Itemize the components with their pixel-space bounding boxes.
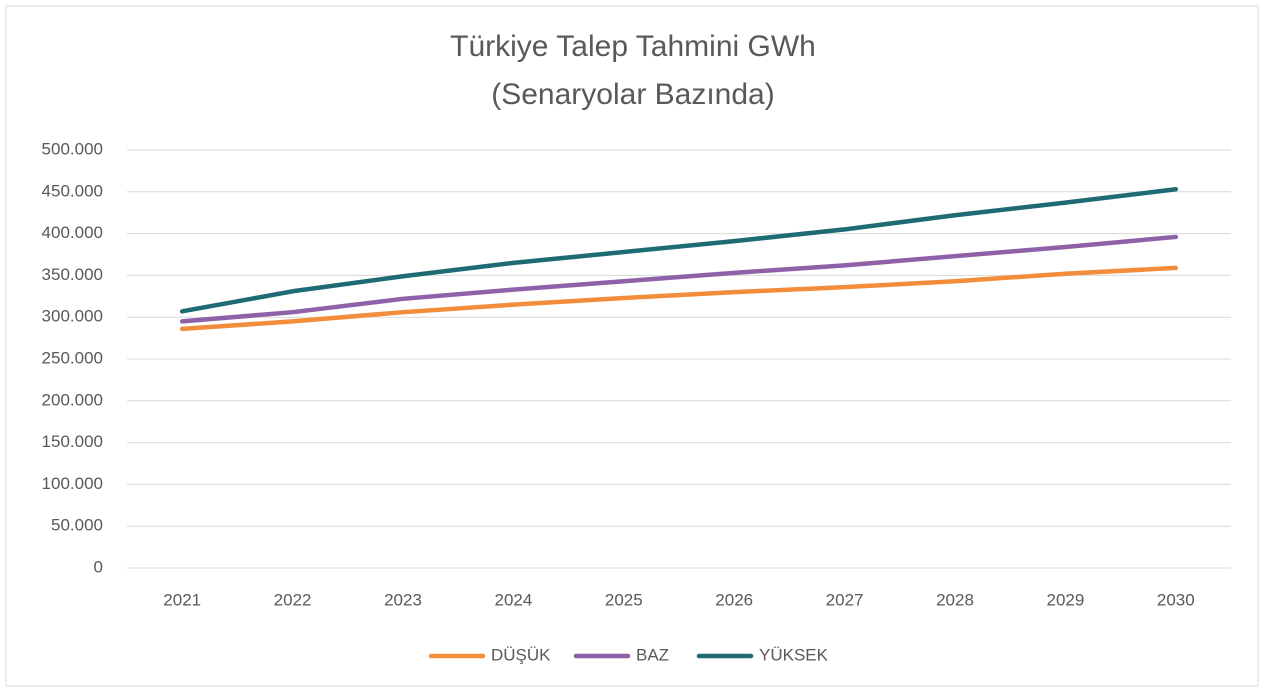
y-tick-label: 150.000 bbox=[42, 432, 103, 451]
y-tick-label: 450.000 bbox=[42, 181, 103, 200]
y-tick-label: 0 bbox=[94, 557, 103, 576]
y-tick-label: 100.000 bbox=[42, 474, 103, 493]
y-tick-label: 50.000 bbox=[51, 516, 103, 535]
x-tick-label: 2030 bbox=[1157, 590, 1195, 609]
chart-title: Türkiye Talep Tahmini GWh bbox=[450, 30, 816, 63]
x-tick-label: 2027 bbox=[826, 590, 864, 609]
legend-label: BAZ bbox=[636, 645, 669, 664]
x-tick-label: 2026 bbox=[715, 590, 753, 609]
y-tick-label: 500.000 bbox=[42, 139, 103, 158]
x-tick-label: 2024 bbox=[494, 590, 532, 609]
y-tick-label: 400.000 bbox=[42, 223, 103, 242]
y-tick-label: 300.000 bbox=[42, 307, 103, 326]
x-tick-label: 2028 bbox=[936, 590, 974, 609]
x-tick-label: 2021 bbox=[163, 590, 201, 609]
chart-subtitle: (Senaryolar Bazında) bbox=[491, 78, 774, 111]
series-line bbox=[179, 265, 1179, 332]
x-tick-label: 2022 bbox=[274, 590, 312, 609]
legend-label: DÜŞÜK bbox=[491, 645, 551, 664]
y-tick-label: 350.000 bbox=[42, 265, 103, 284]
x-tick-label: 2025 bbox=[605, 590, 643, 609]
y-tick-label: 250.000 bbox=[42, 348, 103, 367]
x-tick-label: 2029 bbox=[1046, 590, 1084, 609]
legend-label: YÜKSEK bbox=[759, 645, 829, 664]
series-line bbox=[179, 234, 1179, 324]
y-tick-label: 200.000 bbox=[42, 390, 103, 409]
series-line bbox=[179, 187, 1179, 314]
chart-border bbox=[5, 5, 1259, 687]
x-tick-label: 2023 bbox=[384, 590, 422, 609]
